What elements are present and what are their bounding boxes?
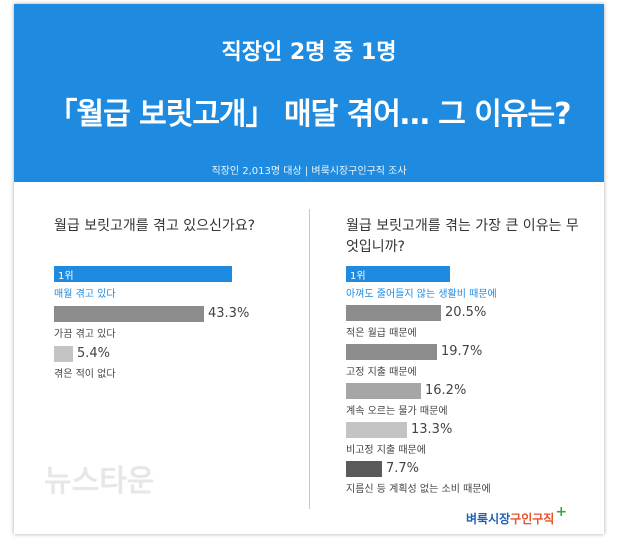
- chart-1-title: 월급 보릿고개를 겪고 있으신가요?: [54, 218, 256, 234]
- bar: [346, 344, 437, 360]
- chart-2-title: 월급 보릿고개를 겪는 가장 큰 이유는 무엇입니까?: [346, 218, 579, 255]
- value-label: 5.4%: [77, 346, 111, 361]
- value-label: 19.7%: [441, 344, 483, 359]
- brand-part2: 구인구직: [510, 512, 555, 526]
- category-label: 겪은 적이 없다: [54, 369, 116, 380]
- bar: [54, 306, 204, 322]
- bar-row: 43.3% 가끔 겪고 있다: [54, 306, 292, 340]
- bar-row: 20.5% 적은 월급 때문에: [346, 305, 510, 339]
- bar-row: 7.7% 지름신 등 계획성 없는 소비 때문에: [346, 461, 510, 495]
- infographic: 직장인 2명 중 1명 「월급 보릿고개」 매달 겪어… 그 이유는? 직장인 …: [14, 4, 604, 534]
- bar: [54, 346, 73, 362]
- value-label: 43.3%: [208, 306, 250, 321]
- bar-row: 5.4% 겪은 적이 없다: [54, 346, 292, 380]
- watermark: 뉴스타운: [44, 464, 155, 499]
- bar: 1위: [54, 266, 232, 282]
- brand-part1: 벼룩시장: [466, 512, 511, 526]
- bar: [346, 422, 407, 438]
- category-label: 매월 겪고 있다: [54, 289, 116, 300]
- bar: [346, 383, 421, 399]
- value-label: 13.3%: [411, 422, 453, 437]
- bar-row: 16.2% 계속 오르는 물가 때문에: [346, 383, 510, 417]
- brand-plus-icon: +: [555, 504, 568, 520]
- brand-logo: 벼룩시장구인구직+: [466, 504, 567, 527]
- bar-row: 1위 22.5% 아껴도 줄어들지 않는 생활비 때문에: [346, 266, 510, 300]
- bar-row: 13.3% 비고정 지출 때문에: [346, 422, 510, 456]
- main-title: 「월급 보릿고개」 매달 겪어… 그 이유는?: [47, 97, 571, 132]
- subtitle: 직장인 2명 중 1명: [221, 40, 397, 65]
- value-label: 7.7%: [386, 461, 420, 476]
- category-label: 고정 지출 때문에: [346, 367, 417, 378]
- value-label: 16.2%: [425, 383, 467, 398]
- category-label: 비고정 지출 때문에: [346, 445, 426, 456]
- bar-row: 19.7% 고정 지출 때문에: [346, 344, 510, 378]
- header-banner: 직장인 2명 중 1명 「월급 보릿고개」 매달 겪어… 그 이유는? 직장인 …: [14, 4, 604, 182]
- bar-row: 1위 51.3% 매월 겪고 있다: [54, 266, 292, 300]
- survey-meta: 직장인 2,013명 대상 | 벼룩시장구인구직 조사: [211, 166, 407, 177]
- category-label: 아껴도 줄어들지 않는 생활비 때문에: [346, 289, 497, 300]
- rank-label: 1위: [350, 271, 366, 282]
- category-label: 지름신 등 계획성 없는 소비 때문에: [346, 484, 491, 495]
- value-label: 51.3%: [190, 266, 232, 281]
- category-label: 가끔 겪고 있다: [54, 329, 116, 340]
- value-label: 22.5%: [408, 266, 450, 281]
- bar: [346, 305, 441, 321]
- bar: [346, 461, 382, 477]
- category-label: 적은 월급 때문에: [346, 328, 417, 339]
- bar: 1위: [346, 266, 450, 282]
- column-divider: [309, 209, 310, 509]
- category-label: 계속 오르는 물가 때문에: [346, 406, 448, 417]
- value-label: 20.5%: [445, 305, 487, 320]
- rank-label: 1위: [58, 271, 74, 282]
